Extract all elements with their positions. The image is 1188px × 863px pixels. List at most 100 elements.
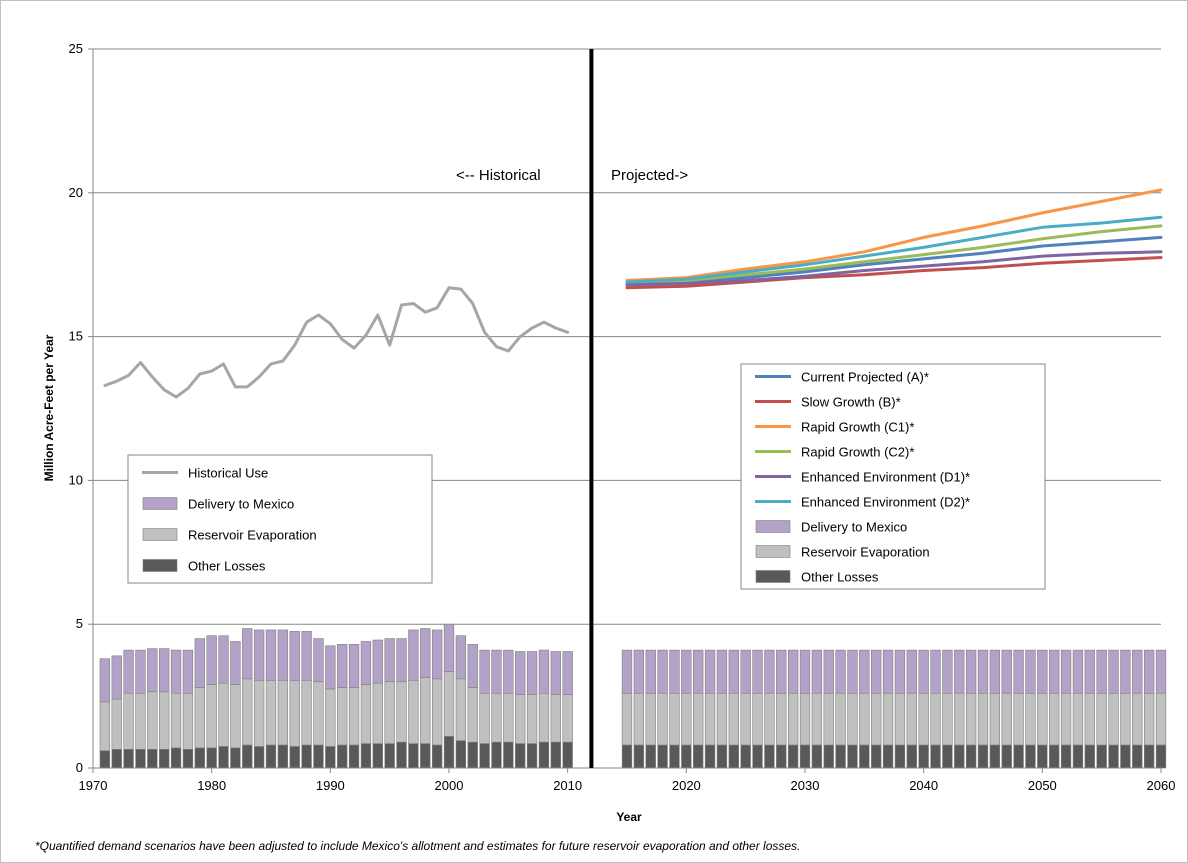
projected-evaporation-bar [906, 692, 917, 746]
historical-other-bar [467, 741, 478, 769]
projected-mexico-bar [776, 649, 787, 694]
historical-mexico-bar [408, 629, 419, 681]
historical-evaporation-bar [325, 688, 336, 747]
historical-evaporation-bar [384, 681, 395, 744]
projected-mexico-bar [669, 649, 680, 694]
projected-other-bar [1120, 744, 1131, 769]
historical-other-bar [431, 744, 443, 769]
projected-mexico-bar [894, 649, 906, 694]
historical-mexico-bar [301, 631, 312, 681]
historical-mexico-bar [550, 651, 561, 695]
projected-evaporation-bar [799, 692, 811, 746]
historical-mexico-bar [491, 649, 502, 694]
legend-box [127, 454, 433, 584]
historical-mexico-bar [194, 638, 205, 688]
projected-other-bar [906, 744, 917, 769]
historical-evaporation-bar [289, 679, 300, 747]
historical-mexico-bar [384, 638, 395, 683]
projected-other-bar [657, 744, 668, 769]
projected-evaporation-bar [740, 692, 751, 746]
historical-mexico-bar [159, 648, 170, 693]
historical-evaporation-bar [170, 692, 182, 749]
historical-mexico-bar [182, 649, 194, 694]
historical-mexico-bar [360, 641, 372, 685]
historical-mexico-bar [99, 658, 111, 703]
projected-mexico-bar [633, 649, 645, 694]
historical-mexico-bar [206, 635, 217, 685]
x-tick-label: 2010 [553, 778, 582, 793]
projected-mexico-bar [847, 649, 858, 694]
historical-other-bar [420, 743, 431, 769]
historical-other-bar [360, 743, 372, 769]
projected-mexico-bar [823, 649, 834, 694]
historical-evaporation-bar [230, 684, 241, 749]
projected-other-bar [1072, 744, 1084, 769]
historical-mexico-bar [455, 635, 467, 680]
x-axis-title: Year [616, 810, 642, 824]
historical-mexico-bar [170, 649, 182, 694]
historical-other-bar [182, 749, 194, 769]
historical-other-bar [396, 741, 407, 769]
projected-mexico-bar [871, 649, 882, 694]
historical-mexico-bar [123, 649, 134, 694]
historical-evaporation-bar [408, 679, 419, 744]
y-tick-label: 20 [69, 185, 83, 200]
projected-mexico-bar [1120, 649, 1131, 694]
historical-evaporation-bar [253, 679, 265, 747]
historical-evaporation-bar [443, 671, 455, 737]
projected-other-bar [989, 744, 1001, 769]
projected-other-bar [716, 744, 728, 769]
projected-other-bar [776, 744, 787, 769]
historical-evaporation-bar [242, 678, 253, 746]
legend-label: Delivery to Mexico [188, 497, 294, 512]
historical-evaporation-bar [135, 692, 146, 750]
x-tick-label: 2000 [435, 778, 464, 793]
projected-other-bar [811, 744, 823, 769]
legend-label: Current Projected (A)* [801, 370, 929, 385]
projected-other-bar [1001, 744, 1012, 769]
historical-evaporation-bar [182, 692, 194, 750]
historical-evaporation-bar [360, 684, 372, 744]
y-axis-title: Million Acre-Feet per Year [42, 334, 56, 481]
projected-mexico-bar [1049, 649, 1060, 694]
legend-label: Enhanced Environment (D1)* [801, 470, 970, 485]
projected-mexico-bar [1013, 649, 1024, 694]
projected-mexico-bar [1037, 649, 1048, 694]
projected-other-bar [799, 744, 811, 769]
projected-other-bar [942, 744, 953, 769]
projected-mexico-bar [989, 649, 1001, 694]
projected-other-bar [1060, 744, 1072, 769]
legend-swatch-box [755, 570, 791, 583]
y-tick-label: 15 [69, 329, 83, 344]
projected-mexico-bar [882, 649, 894, 694]
historical-mexico-bar [337, 644, 348, 688]
projected-mexico-bar [977, 649, 989, 694]
legend-label: Enhanced Environment (D2)* [801, 495, 970, 510]
historical-other-bar [550, 741, 561, 769]
historical-evaporation-bar [515, 694, 526, 744]
legend-swatch-box [755, 520, 791, 533]
historical-other-bar [455, 740, 467, 769]
legend-label: Other Losses [188, 559, 266, 574]
historical-mexico-bar [230, 641, 241, 685]
historical-evaporation-bar [99, 701, 111, 752]
projected-mexico-bar [930, 649, 941, 694]
projected-evaporation-bar [1084, 692, 1095, 746]
x-tick-label: 2050 [1028, 778, 1057, 793]
projected-mexico-bar [1084, 649, 1095, 694]
projected-evaporation-bar [930, 692, 941, 746]
historical-evaporation-bar [313, 681, 324, 746]
projected-mexico-bar [1132, 649, 1143, 694]
historical-evaporation-bar [396, 681, 407, 743]
axes: 0 5 10 15 20 25 1970 1980 1990 2000 2010 2020 2030 20… [69, 41, 1176, 793]
projected-evaporation-bar [752, 692, 763, 746]
historical-evaporation-bar [111, 698, 122, 750]
historical-evaporation-bar [265, 679, 277, 746]
projected-evaporation-bar [977, 692, 989, 746]
projected-evaporation-bar [657, 692, 668, 746]
historical-other-bar [218, 746, 229, 769]
historical-other-bar [538, 741, 550, 769]
projected-evaporation-bar [1108, 692, 1119, 746]
historical-mexico-bar [503, 649, 514, 694]
projected-mexico-bar [704, 649, 716, 694]
